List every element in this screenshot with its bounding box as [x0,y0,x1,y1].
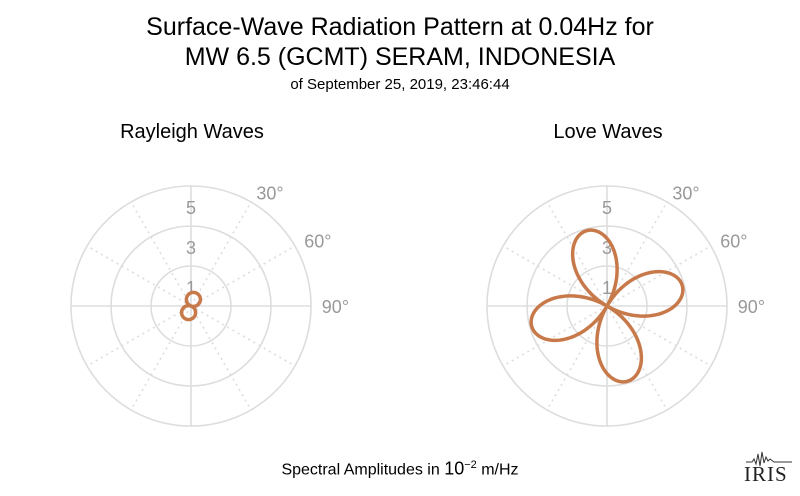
love-panel-title: Love Waves [553,121,663,143]
iris-logo-text: IRIS [744,462,788,486]
radial-tick-label: 3 [602,238,612,258]
angle-tick-label: 90° [322,297,349,317]
footer-units: Spectral Amplitudes in 10−2 m/Hz [0,454,800,481]
rayleigh-polar-panel: 1 3 5 30° 60° 90° [70,184,349,427]
angle-tick-label: 30° [256,184,283,204]
grid-spoke [190,201,252,307]
angle-tick-label: 30° [672,184,699,204]
grid-ring [110,225,272,387]
seismogram-icon [746,451,792,467]
grid-spoke [130,201,192,307]
angle-tick-label: 60° [304,232,331,252]
love-polar-panel: 1 3 5 30° 60° 90° [486,184,765,427]
grid-ring [526,225,688,387]
grid-spoke [86,305,192,367]
iris-logo: IRIS [744,448,794,488]
grid-ring [150,265,232,347]
footer-suffix: m/Hz [476,461,519,479]
grid-spoke [190,305,296,367]
grid-spoke [130,305,192,411]
grid-spoke [502,245,608,307]
grid-spoke [606,201,668,307]
grid-spoke [546,305,608,411]
grid-spoke [190,245,296,307]
grid-ring [70,185,312,427]
chart-title-line2: MW 6.5 (GCMT) SERAM, INDONESIA [184,43,616,71]
grid-spoke [606,245,712,307]
radiation-pattern-line [529,228,685,384]
radial-tick-label: 3 [186,238,196,258]
grid-spoke [86,245,192,307]
grid-ring [566,265,648,347]
chart-title-line1: Surface-Wave Radiation Pattern at 0.04Hz… [146,13,654,41]
rayleigh-panel-title: Rayleigh Waves [120,121,264,143]
radial-tick-label: 1 [602,278,612,298]
chart-subtitle: of September 25, 2019, 23:46:44 [290,76,510,93]
grid-spoke [606,305,712,367]
radial-tick-label: 5 [186,198,196,218]
angle-tick-label: 60° [720,232,747,252]
radiation-pattern-line [179,290,203,322]
grid-spoke [546,201,608,307]
footer-prefix: Spectral Amplitudes in [281,461,445,479]
radial-tick-label: 1 [186,278,196,298]
radial-tick-label: 5 [602,198,612,218]
footer-exponent: −2 [464,459,477,471]
angle-tick-label: 90° [738,297,765,317]
grid-ring [486,185,728,427]
grid-spoke [606,305,668,411]
grid-spoke [190,305,252,411]
footer-base: 10 [444,458,465,479]
grid-spoke [502,305,608,367]
